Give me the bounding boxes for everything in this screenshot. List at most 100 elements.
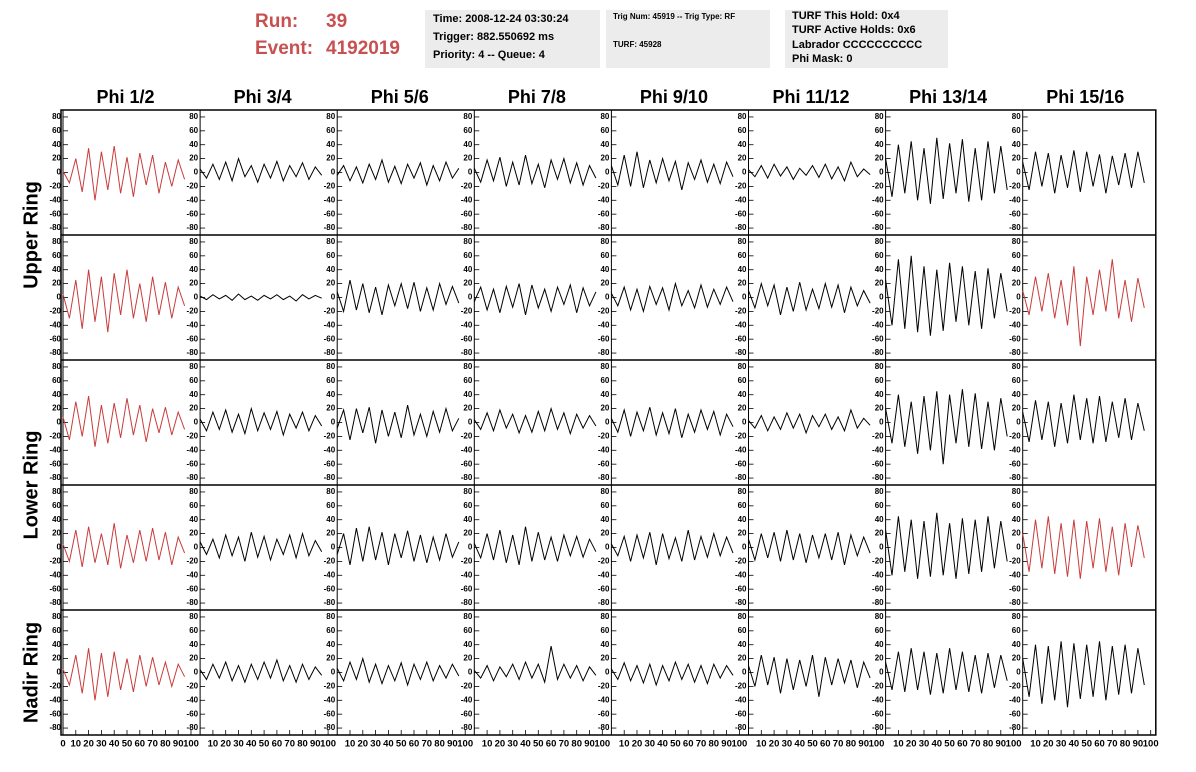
y-tick-label: 20 [463,529,472,538]
y-tick-label: 20 [1012,654,1021,663]
waveform [610,529,734,566]
y-tick-label: -80 [187,598,199,607]
waveform [62,396,186,447]
y-tick-label: -60 [461,209,473,218]
waveform [748,281,871,316]
y-tick-label: -60 [598,209,610,218]
y-tick-label: -40 [735,695,747,704]
y-tick-label: -60 [598,584,610,593]
y-tick-label: 60 [463,501,472,510]
y-tick-label: 40 [463,140,472,149]
y-tick-label: -40 [49,320,61,329]
y-tick-label: 60 [189,251,198,260]
waveform [199,531,323,562]
y-tick-label: -40 [872,195,884,204]
x-tick-label: 60 [409,739,420,750]
y-tick-label: -60 [872,334,884,343]
y-tick-label: -80 [1009,348,1021,357]
y-tick-label: 0 [605,418,610,427]
y-tick-label: 0 [468,543,473,552]
y-tick-label: -20 [598,306,610,315]
x-tick-label: 50 [1081,739,1092,750]
y-tick-label: -20 [461,431,473,440]
y-tick-label: -40 [872,445,884,454]
y-tick-label: -60 [187,334,199,343]
y-tick-label: 40 [463,390,472,399]
y-tick-label: 80 [875,112,884,121]
x-tick-label: 40 [657,739,668,750]
y-tick-label: -80 [461,723,473,732]
y-tick-label: 40 [738,265,747,274]
y-tick-label: 60 [326,251,335,260]
y-tick-label: -60 [324,334,336,343]
y-tick-label: -80 [461,473,473,482]
y-tick-label: -80 [49,723,61,732]
y-tick-label: 80 [1012,362,1021,371]
y-tick-label: 40 [600,265,609,274]
y-tick-label: 40 [463,640,472,649]
y-tick-label: 20 [463,279,472,288]
y-tick-label: 0 [605,668,610,677]
waveform [1022,641,1145,708]
y-tick-label: 40 [1012,515,1021,524]
y-tick-label: -40 [461,445,473,454]
x-tick-label: 20 [906,739,917,750]
info-text: TURF This Hold: 0x4 [792,10,900,22]
y-tick-label: 60 [52,126,61,135]
frame [60,109,1157,736]
y-tick-label: -80 [735,598,747,607]
y-tick-label: 0 [742,168,747,177]
y-tick-label: -20 [1009,431,1021,440]
y-tick-label: -60 [187,459,199,468]
y-tick-label: -40 [598,445,610,454]
y-tick-label: 40 [189,265,198,274]
y-tick-label: 80 [600,362,609,371]
y-tick-label: 20 [875,279,884,288]
waveform [199,156,323,184]
x-tick-label: 80 [297,739,308,750]
y-tick-label: -20 [324,306,336,315]
y-tick-label: -60 [461,584,473,593]
x-tick-label: 60 [272,739,283,750]
y-tick-label: 20 [189,529,198,538]
y-tick-label: -80 [872,348,884,357]
y-tick-label: -20 [324,681,336,690]
y-tick-label: -80 [735,348,747,357]
y-tick-label: 80 [463,112,472,121]
x-tick-label: 70 [284,739,295,750]
y-tick-label: 20 [738,654,747,663]
y-tick-label: -40 [598,695,610,704]
y-tick-label: -20 [735,556,747,565]
y-tick-label: -80 [1009,598,1021,607]
column-title: Phi 7/8 [508,87,566,107]
y-tick-label: 40 [1012,640,1021,649]
y-tick-label: 20 [875,154,884,163]
x-tick-label: 30 [919,739,930,750]
y-tick-label: -20 [324,556,336,565]
y-tick-label: -20 [598,181,610,190]
y-tick-label: -20 [324,431,336,440]
y-tick-label: -80 [598,598,610,607]
y-tick-label: 60 [463,376,472,385]
info-text: Trig Num: 45919 -- Trig Type: RF [613,12,735,21]
y-tick-label: 20 [600,279,609,288]
y-tick-label: 60 [52,626,61,635]
y-tick-label: 40 [52,140,61,149]
y-tick-label: 20 [52,529,61,538]
y-tick-label: 0 [57,168,62,177]
y-tick-label: 0 [57,418,62,427]
waveform [199,658,323,684]
y-tick-label: -80 [461,598,473,607]
y-tick-label: -60 [187,209,199,218]
y-tick-label: 60 [738,376,747,385]
y-tick-label: 40 [463,265,472,274]
y-tick-label: 80 [875,487,884,496]
info-text: TURF: 45928 [613,40,662,49]
y-tick-label: 20 [1012,279,1021,288]
y-tick-label: -60 [461,334,473,343]
y-tick-label: 60 [738,251,747,260]
x-tick-label: 40 [246,739,257,750]
y-tick-label: 60 [52,376,61,385]
x-tick-label: 80 [571,739,582,750]
y-tick-label: 80 [1012,112,1021,121]
